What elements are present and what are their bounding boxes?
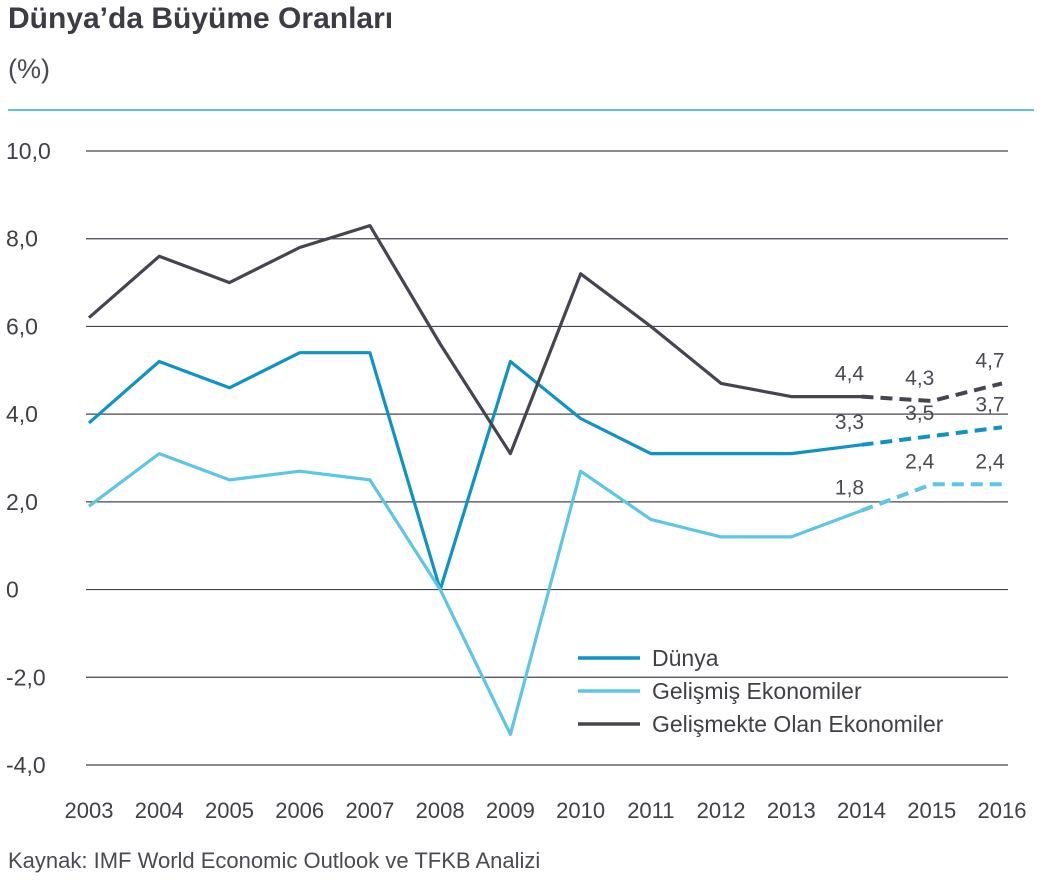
x-tick-label: 2006 — [275, 798, 324, 823]
x-tick-label: 2009 — [486, 798, 535, 823]
unit-label: (%) — [8, 54, 50, 84]
x-tick-label: 2016 — [978, 798, 1027, 823]
x-tick-label: 2010 — [556, 798, 605, 823]
series-line — [88, 452, 863, 736]
y-tick-label: 0 — [6, 577, 19, 603]
x-tick-label: 2005 — [205, 798, 254, 823]
data-label: 4,7 — [975, 349, 1004, 372]
x-tick-label: 2007 — [345, 798, 394, 823]
data-label: 3,3 — [835, 411, 864, 434]
y-tick-label: 4,0 — [6, 401, 38, 427]
y-tick-label: 8,0 — [6, 226, 38, 252]
data-label: 4,4 — [835, 363, 865, 386]
legend-item: Dünya — [578, 645, 719, 671]
series-lines — [87, 224, 1003, 736]
x-tick-label: 2012 — [697, 798, 746, 823]
data-label: 3,5 — [905, 402, 934, 425]
legend-label: Dünya — [652, 645, 719, 671]
x-tick-label: 2015 — [907, 798, 956, 823]
x-tick-label: 2013 — [767, 798, 816, 823]
series-forecast-line — [861, 381, 1003, 404]
data-label: 4,3 — [905, 367, 934, 390]
data-label: 2,4 — [975, 450, 1005, 473]
x-tick-label: 2003 — [65, 798, 114, 823]
data-label: 1,8 — [835, 477, 864, 500]
line-chart: 10,08,06,04,02,00-2,0-4,0 2003 2004 2005 20… — [6, 138, 1027, 823]
x-tick-label: 2014 — [837, 798, 886, 823]
y-tick-label: -2,0 — [6, 664, 46, 690]
series-forecast-line — [861, 425, 1003, 447]
data-labels: 3,3 3,5 3,7 1,8 2,4 2,4 4,4 4,3 4,7 — [835, 349, 1005, 499]
series-line — [87, 351, 862, 592]
legend-label: Gelişmiş Ekonomiler — [652, 678, 862, 704]
data-label: 2,4 — [905, 450, 935, 473]
legend-item: Gelişmekte Olan Ekonomiler — [578, 711, 944, 737]
y-tick-label: -4,0 — [6, 752, 46, 778]
series-line — [87, 224, 862, 456]
data-label: 3,7 — [975, 393, 1004, 416]
series-forecast-line — [860, 482, 1002, 513]
legend-item: Gelişmiş Ekonomiler — [578, 678, 862, 704]
x-tick-label: 2008 — [416, 798, 465, 823]
title-divider — [8, 109, 1034, 111]
gridlines — [86, 150, 1008, 766]
y-tick-label: 2,0 — [6, 489, 38, 515]
source-note: Kaynak: IMF World Economic Outlook ve TF… — [8, 848, 541, 873]
y-axis-ticks: 10,0 8,0 6,0 4,0 2,0 0 -2,0 -4,0 — [6, 138, 51, 778]
x-axis-ticks: 2003 2004 2005 2006 2007 2008 2009 2010 2011 2012… — [65, 798, 1027, 823]
chart-title: Dünya’da Büyüme Oranları — [8, 2, 394, 35]
legend: Dünya Gelişmiş Ekonomiler Gelişmekte Olan … — [578, 645, 944, 737]
y-tick-label: 6,0 — [6, 313, 38, 339]
legend-label: Gelişmekte Olan Ekonomiler — [652, 711, 944, 737]
y-tick-label: 10,0 — [6, 138, 51, 164]
x-tick-label: 2004 — [135, 798, 184, 823]
x-tick-label: 2011 — [627, 798, 674, 823]
